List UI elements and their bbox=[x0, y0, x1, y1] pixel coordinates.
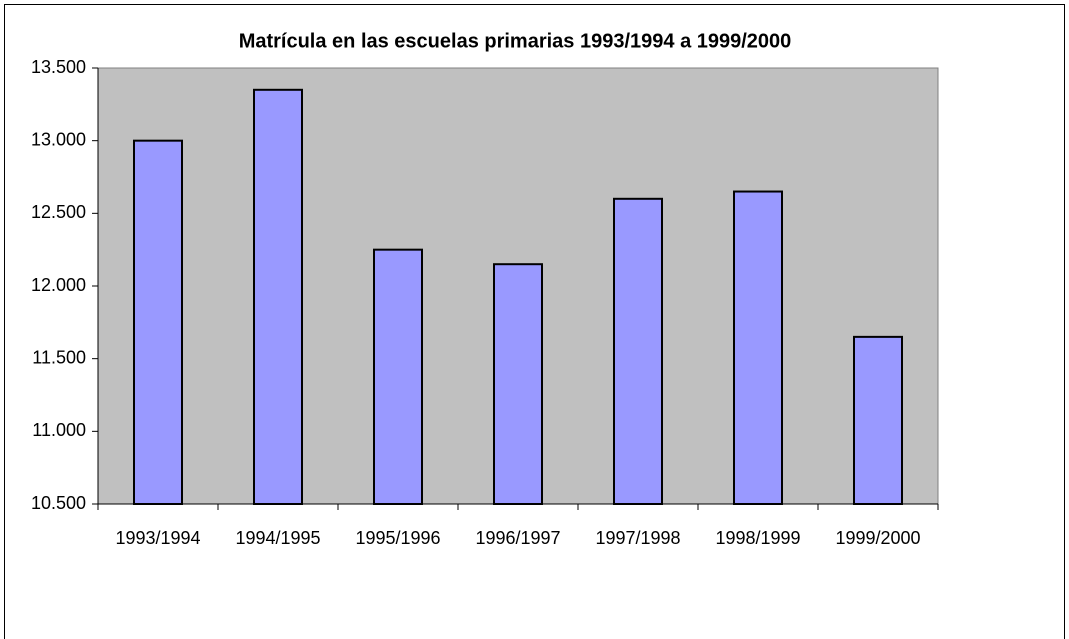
chart-title: Matrícula en las escuelas primarias 1993… bbox=[239, 30, 792, 52]
y-tick-label: 13.500 bbox=[31, 57, 86, 77]
y-tick-label: 13.000 bbox=[31, 129, 86, 149]
x-tick-label: 1993/1994 bbox=[115, 528, 200, 548]
bar bbox=[613, 197, 663, 506]
y-tick-label: 11.500 bbox=[32, 347, 86, 367]
bar bbox=[853, 335, 903, 505]
y-tick-label: 10.500 bbox=[31, 493, 86, 513]
x-tick-label: 1994/1995 bbox=[235, 528, 320, 548]
y-tick-label: 11.000 bbox=[32, 420, 86, 440]
bar bbox=[133, 139, 183, 506]
x-tick-label: 1996/1997 bbox=[475, 528, 560, 548]
x-tick-label: 1997/1998 bbox=[595, 528, 680, 548]
bar bbox=[493, 263, 543, 506]
y-tick-label: 12.000 bbox=[31, 275, 86, 295]
bar bbox=[253, 88, 303, 506]
y-tick-label: 12.500 bbox=[31, 202, 86, 222]
x-tick-label: 1999/2000 bbox=[835, 528, 920, 548]
bar bbox=[733, 190, 783, 506]
x-tick-label: 1998/1999 bbox=[715, 528, 800, 548]
bar bbox=[373, 248, 423, 505]
x-tick-label: 1995/1996 bbox=[355, 528, 440, 548]
